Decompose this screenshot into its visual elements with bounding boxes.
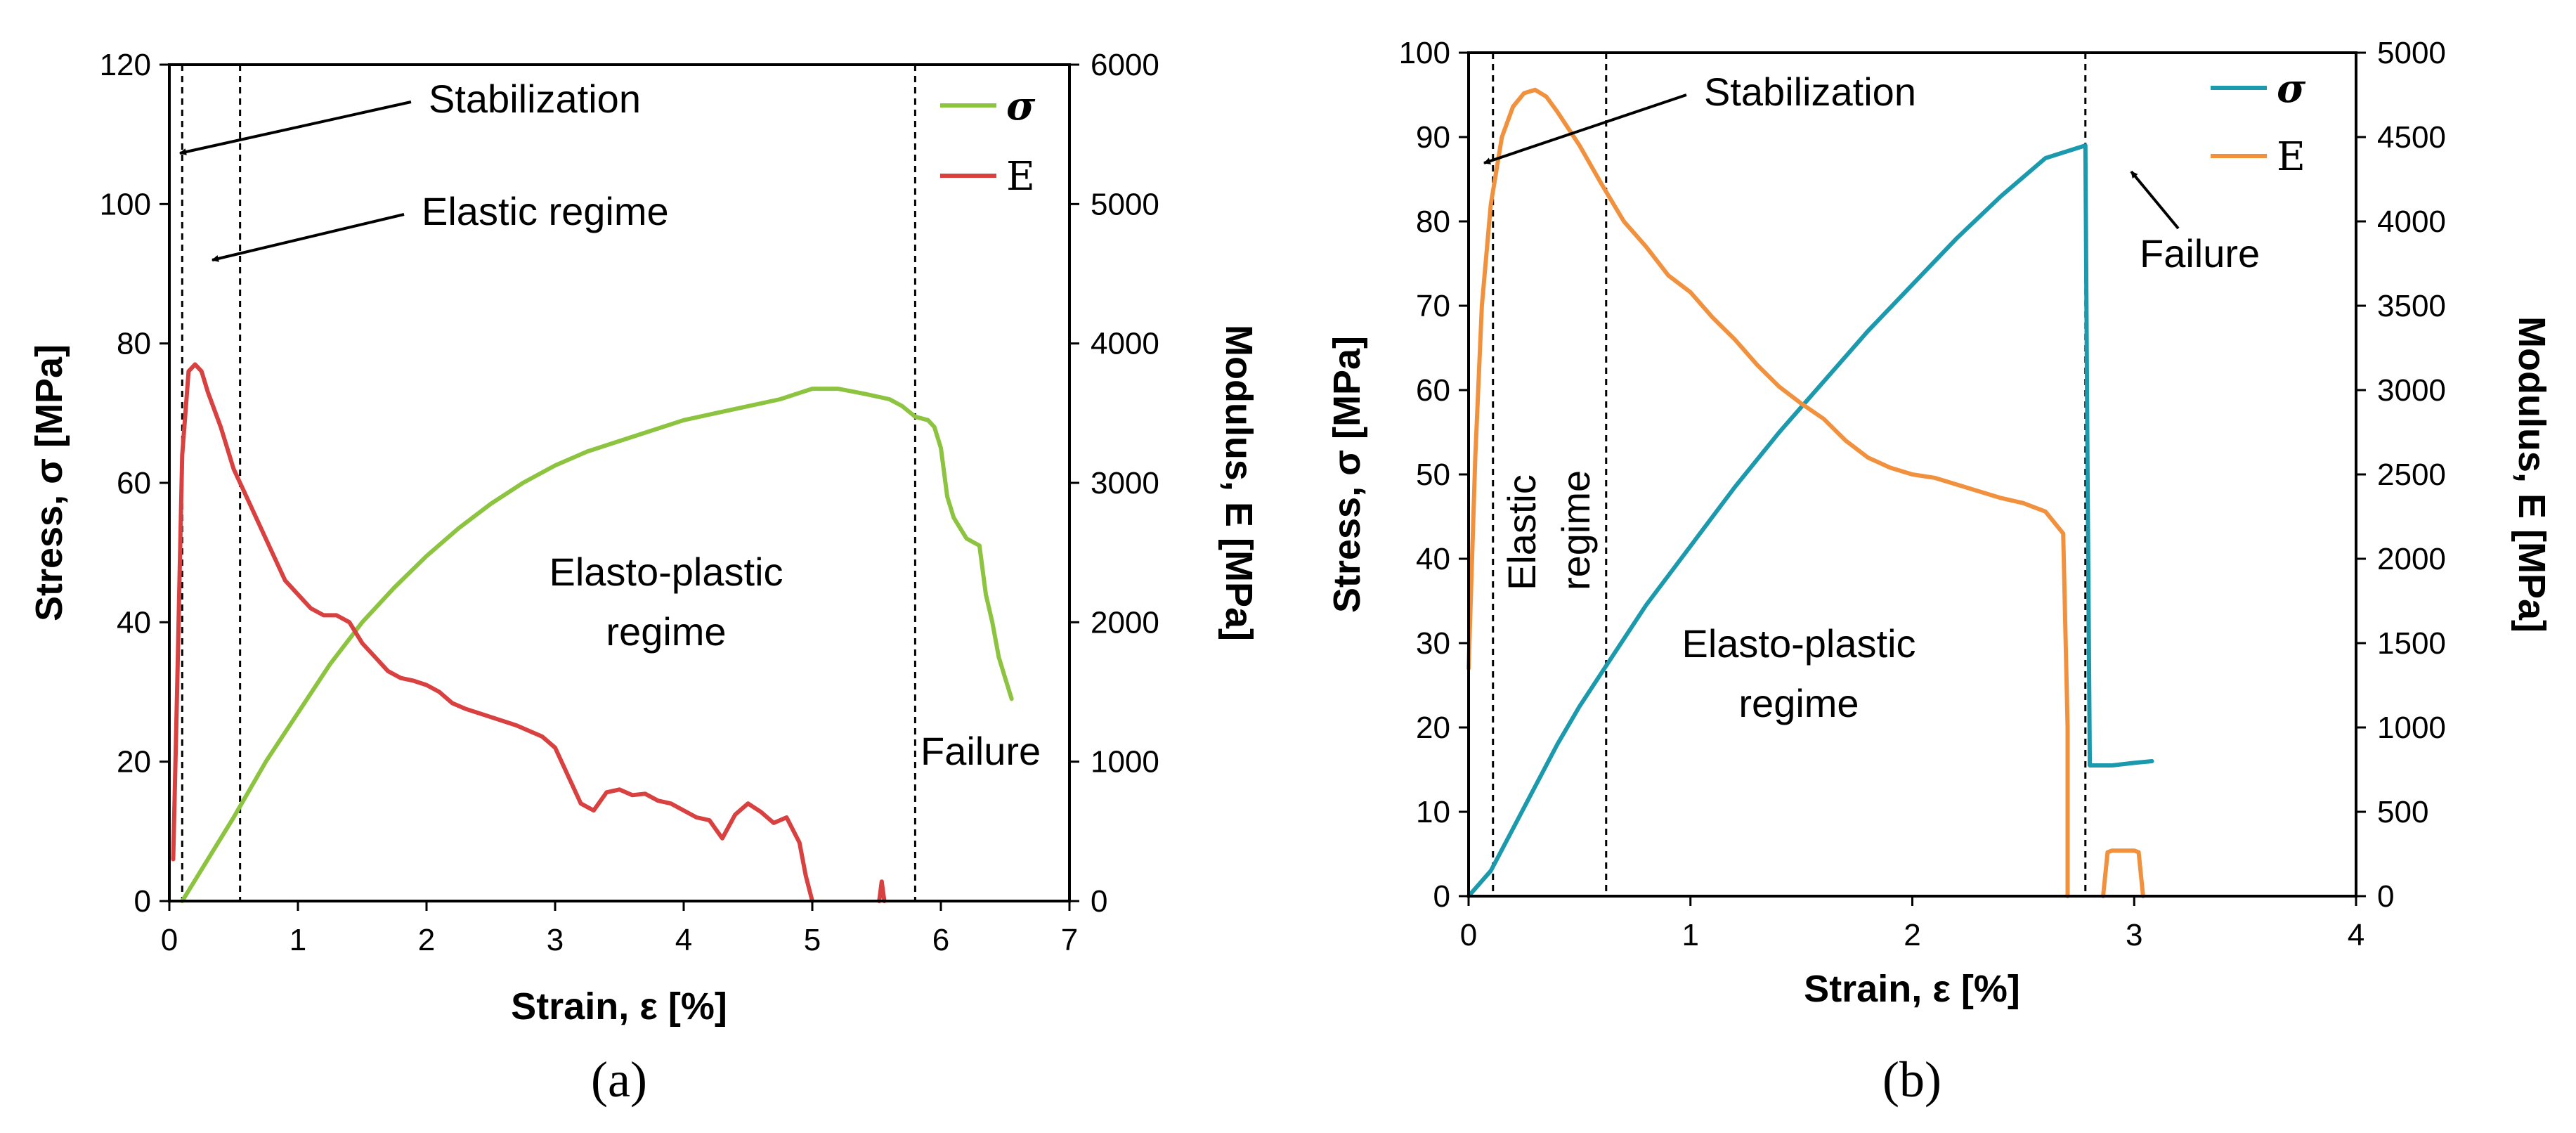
b-y-tick-label: 30 [1416,626,1450,661]
b-x-tick-label: 3 [2126,918,2142,952]
a-ticks: 0 1 2 3 4 5 6 702040608010012001000200030004000… [100,48,1159,957]
b-y-tick-label: 50 [1416,458,1450,492]
b-y2-tick-label: 2000 [2377,542,2446,576]
b-y-tick-label: 100 [1399,36,1450,70]
a-y2-tick-label: 0 [1091,884,1107,919]
a-series-modulus-line [877,879,887,903]
a-y2-tick-label: 4000 [1091,327,1159,361]
a-y2-tick-label: 6000 [1091,48,1159,82]
a-y-tick-label: 40 [117,605,151,640]
b-y2-tick-label: 4000 [2377,205,2446,239]
b-x-tick-label: 0 [1460,918,1477,952]
b-y-tick-label: 90 [1416,120,1450,155]
a-y-tick-label: 100 [100,187,151,221]
a-x-tick-label: 3 [547,923,564,957]
b-y2-tick-label: 4500 [2377,120,2446,155]
a-elasto-plastic-annotation: Elasto-plastic [549,550,783,594]
a-y2-axis-label: Modulus, E [MPa] [1218,325,1260,641]
b-y-tick-label: 20 [1416,711,1450,745]
a-legend-e-label: E [1006,154,1035,200]
b-stabilization-annotation: Stabilization [1704,70,1916,114]
a-y2-tick-label: 2000 [1091,605,1159,640]
a-y2-tick-label: 5000 [1091,187,1159,221]
b-y2-tick-label: 3500 [2377,289,2446,323]
b-y2-tick-label: 5000 [2377,36,2446,70]
a-stabilization-arrow [179,101,412,155]
b-failure-arrow [2130,170,2180,230]
b-y2-tick-label: 1500 [2377,626,2446,661]
chart-panel-b: 0 1 2 3 401020304050607080901000500100015002… [1326,36,2553,1108]
b-elasto-plastic-regime-annotation: regime [1738,681,1859,725]
b-y2-tick-label: 500 [2377,795,2428,829]
b-y-tick-label: 0 [1433,879,1450,914]
a-x-tick-label: 5 [804,923,821,957]
b-y-tick-label: 10 [1416,795,1450,829]
chart-panel-a: 0 1 2 3 4 5 6 702040608010012001000200030004000… [28,48,1260,1108]
a-x-tick-label: 6 [932,923,949,957]
a-y2-tick-label: 3000 [1091,466,1159,500]
a-elasto-plastic-regime-annotation: regime [606,609,726,654]
a-failure-annotation: Failure [921,729,1041,773]
b-elastic-annotation: Elastic [1500,474,1544,590]
b-y2-tick-label: 0 [2377,879,2394,914]
b-y2-axis-label: Modulus, E [MPa] [2511,316,2553,633]
a-stabilization-annotation: Stabilization [429,77,641,121]
a-x-tick-label: 0 [161,923,178,957]
a-x-tick-label: 4 [675,923,692,957]
panel-b-label: (b) [1882,1051,1941,1108]
a-legend-sigma-label: σ [1006,83,1036,129]
a-y-tick-label: 0 [134,884,151,919]
a-x-tick-label: 7 [1061,923,1078,957]
b-stabilization-arrow [1483,93,1687,164]
a-x-tick-label: 2 [418,923,435,957]
a-elastic-arrow [212,213,405,262]
b-x-axis-label: Strain, ε [%] [1804,968,2020,1010]
b-y-axis-label: Stress, σ [MPa] [1326,336,1368,613]
a-series-modulus-line [171,362,814,903]
b-ticks: 0 1 2 3 401020304050607080901000500100015002… [1399,36,2446,952]
b-y2-tick-label: 3000 [2377,373,2446,408]
b-x-tick-label: 2 [1904,918,1920,952]
b-y-tick-label: 80 [1416,205,1450,239]
b-legend-sigma-label: σ [2277,65,2306,112]
a-y-tick-label: 80 [117,327,151,361]
b-series-layer [1466,87,2154,898]
b-legend-e-label: E [2277,134,2305,180]
a-x-tick-label: 1 [290,923,306,957]
a-series-layer [171,362,1014,903]
b-x-tick-label: 1 [1682,918,1699,952]
a-y-tick-label: 20 [117,745,151,779]
panel-a-label: (a) [591,1051,647,1108]
b-failure-annotation: Failure [2140,231,2260,276]
b-x-tick-label: 4 [2348,918,2364,952]
b-y-tick-label: 40 [1416,542,1450,576]
b-series-modulus-line [2101,848,2145,898]
a-elastic-annotation: Elastic regime [422,189,669,233]
a-y-axis-label: Stress, σ [MPa] [28,344,70,621]
b-y-tick-label: 70 [1416,289,1450,323]
b-y2-tick-label: 2500 [2377,458,2446,492]
b-elastic-regime-annotation: regime [1554,470,1598,590]
a-y2-tick-label: 1000 [1091,745,1159,779]
b-series-modulus-line [1466,87,2070,898]
b-y-tick-label: 60 [1416,373,1450,408]
b-elasto-plastic-annotation: Elasto-plastic [1681,621,1915,666]
a-x-axis-label: Strain, ε [%] [511,985,727,1028]
a-y-tick-label: 60 [117,466,151,500]
b-y2-tick-label: 1000 [2377,711,2446,745]
b-series-stress-line [1466,143,2154,898]
a-series-stress-line [180,387,1014,903]
a-y-tick-label: 120 [100,48,151,82]
